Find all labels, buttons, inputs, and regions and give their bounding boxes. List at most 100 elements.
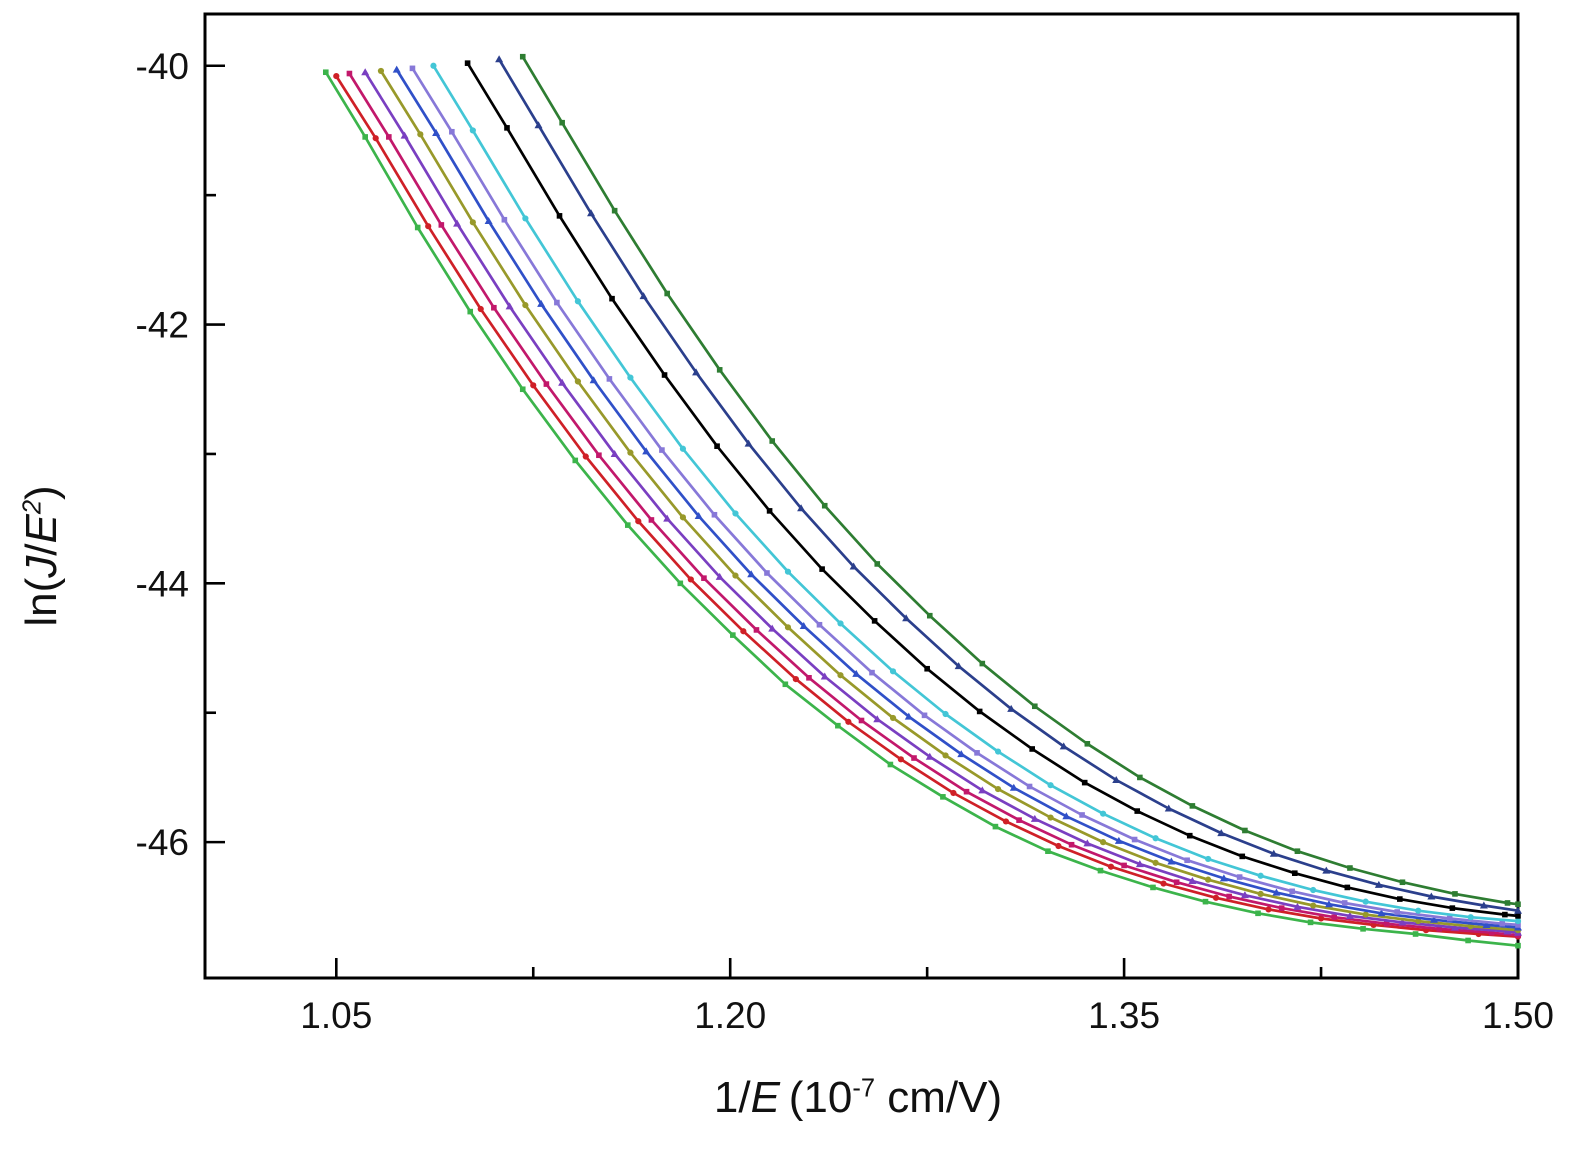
data-marker xyxy=(978,786,987,794)
series-curve-navy xyxy=(495,55,1522,914)
series-curve-dark-green xyxy=(519,53,1521,908)
data-marker xyxy=(677,580,684,587)
data-marker xyxy=(782,681,789,688)
x-tick-label: 1.50 xyxy=(1482,995,1554,1036)
data-marker xyxy=(522,302,529,309)
data-marker xyxy=(1189,803,1196,809)
data-marker xyxy=(744,439,753,447)
data-marker xyxy=(764,570,770,576)
data-marker xyxy=(1107,863,1115,870)
series-line xyxy=(411,66,1520,927)
data-marker xyxy=(574,378,581,385)
data-marker xyxy=(1205,876,1212,883)
series-curve-red xyxy=(333,73,1522,940)
data-marker xyxy=(1173,879,1180,886)
data-marker xyxy=(1002,818,1010,825)
data-marker xyxy=(716,367,723,373)
data-marker xyxy=(589,376,598,384)
data-marker xyxy=(362,134,368,140)
x-title-E: E xyxy=(750,1073,780,1122)
data-marker xyxy=(858,717,865,724)
data-marker xyxy=(869,669,875,676)
data-marker xyxy=(816,621,823,628)
data-marker xyxy=(1007,704,1016,712)
data-marker xyxy=(740,628,747,635)
data-marker xyxy=(1347,865,1353,871)
data-marker xyxy=(361,68,370,76)
data-marker xyxy=(400,131,409,139)
data-marker xyxy=(530,382,537,389)
y-tick-label: -42 xyxy=(136,305,189,346)
data-marker xyxy=(1436,926,1443,932)
data-marker xyxy=(627,374,634,381)
data-marker xyxy=(495,55,504,63)
data-marker xyxy=(889,714,897,722)
data-marker xyxy=(1482,920,1491,928)
data-marker xyxy=(1272,888,1281,896)
data-marker xyxy=(730,632,736,638)
data-marker xyxy=(940,794,946,800)
data-marker xyxy=(1152,835,1159,842)
data-marker xyxy=(747,570,756,578)
data-marker xyxy=(464,60,471,66)
data-marker xyxy=(679,445,687,452)
data-marker xyxy=(994,748,1002,755)
data-marker xyxy=(1121,862,1127,869)
data-marker xyxy=(559,119,565,126)
data-marker xyxy=(1449,905,1456,911)
data-marker xyxy=(543,381,550,387)
data-marker xyxy=(661,372,668,378)
data-marker xyxy=(715,572,724,580)
data-marker xyxy=(467,308,474,315)
data-marker xyxy=(469,127,476,134)
data-marker xyxy=(572,457,579,464)
data-marker xyxy=(609,295,615,302)
data-marker xyxy=(1239,853,1246,860)
data-marker xyxy=(1029,746,1035,752)
data-marker xyxy=(1055,842,1062,850)
data-marker xyxy=(1212,894,1220,901)
data-marker xyxy=(1341,900,1348,906)
data-marker xyxy=(1081,779,1088,786)
data-marker xyxy=(942,710,949,718)
data-marker xyxy=(1377,909,1386,917)
x-title-sup: -7 xyxy=(852,1074,876,1103)
series-curve-black xyxy=(464,60,1521,919)
data-marker xyxy=(926,612,933,619)
data-marker xyxy=(925,752,934,760)
data-marker xyxy=(1374,880,1383,888)
data-marker xyxy=(409,65,416,72)
plot-frame xyxy=(203,12,1520,980)
data-marker xyxy=(784,568,792,575)
data-marker xyxy=(819,566,825,572)
data-marker xyxy=(799,622,808,630)
y-title-sup: 2 xyxy=(18,499,47,515)
data-marker xyxy=(1164,804,1173,812)
data-marker xyxy=(714,443,720,449)
data-marker xyxy=(477,305,484,313)
data-marker xyxy=(1345,911,1354,919)
data-marker xyxy=(1427,892,1436,900)
series-curve-magenta xyxy=(346,70,1521,939)
data-marker xyxy=(1331,914,1337,920)
x-title-post: cm/V) xyxy=(875,1073,1003,1122)
data-marker xyxy=(1504,900,1511,906)
axis-ticks xyxy=(205,64,1520,978)
data-marker xyxy=(1205,855,1212,863)
data-marker xyxy=(1499,920,1506,927)
data-marker xyxy=(1415,917,1422,925)
data-marker xyxy=(994,785,1002,793)
data-marker xyxy=(522,215,529,222)
data-marker xyxy=(732,572,739,579)
data-marker xyxy=(469,219,476,226)
data-marker xyxy=(1135,860,1144,868)
data-marker xyxy=(1307,919,1314,926)
data-marker xyxy=(1045,848,1051,854)
data-marker xyxy=(1362,911,1369,918)
data-marker xyxy=(1397,896,1403,902)
data-marker xyxy=(664,290,670,297)
data-marker xyxy=(582,453,589,460)
series-curve-purple xyxy=(361,68,1522,936)
